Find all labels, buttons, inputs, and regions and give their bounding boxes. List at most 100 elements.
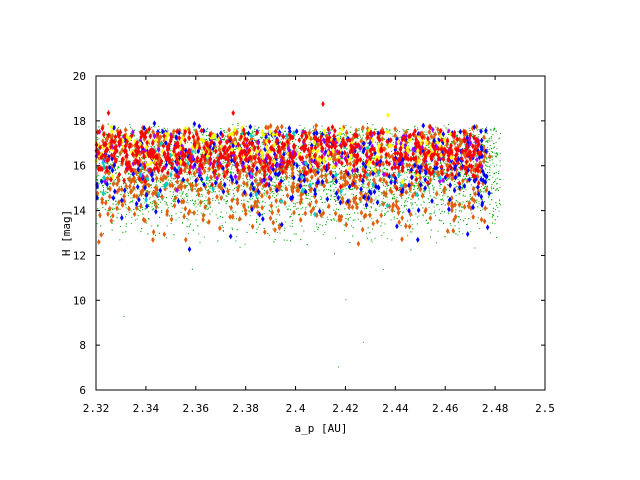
data-dot <box>144 208 146 210</box>
data-dot <box>309 198 311 200</box>
data-dot <box>337 134 339 136</box>
data-dot <box>307 189 309 191</box>
data-dot <box>491 159 493 161</box>
data-dot <box>236 229 238 231</box>
data-dot <box>421 155 423 157</box>
data-dot <box>199 242 201 244</box>
data-dot <box>464 178 466 180</box>
data-dot <box>284 150 286 152</box>
data-dot <box>332 178 334 180</box>
data-dot <box>390 187 392 188</box>
data-dot <box>209 213 211 215</box>
data-dot <box>498 170 500 172</box>
data-dot <box>491 151 493 152</box>
data-dot <box>345 165 347 166</box>
data-dot <box>129 149 130 151</box>
data-dot <box>249 215 251 217</box>
data-dot <box>226 212 228 214</box>
data-dot <box>208 180 210 182</box>
data-dot <box>392 153 394 154</box>
data-dot <box>407 129 409 130</box>
data-dot <box>157 185 159 187</box>
data-dot <box>340 141 342 143</box>
data-dot <box>107 191 109 193</box>
data-dot <box>354 212 356 214</box>
data-dot <box>406 198 408 200</box>
data-dot <box>162 184 164 186</box>
data-dot <box>305 194 307 196</box>
data-dot <box>260 169 262 171</box>
data-dot <box>236 236 238 238</box>
data-dot <box>324 173 326 175</box>
data-dot <box>161 155 163 157</box>
data-dot <box>287 136 289 138</box>
data-dot <box>491 148 492 150</box>
data-dot <box>155 234 156 236</box>
data-dot <box>255 197 257 199</box>
data-dot <box>268 204 270 206</box>
data-dot <box>429 183 431 185</box>
data-dot <box>469 130 471 131</box>
data-dot <box>366 179 368 181</box>
data-dot <box>321 202 323 203</box>
data-dot <box>487 174 489 176</box>
data-dot <box>140 210 141 212</box>
data-dot <box>154 204 155 206</box>
data-dot <box>413 175 415 177</box>
data-dot <box>163 196 165 198</box>
data-dot <box>251 198 253 199</box>
data-dot <box>164 161 166 163</box>
data-dot <box>462 233 464 235</box>
data-dot <box>234 162 236 164</box>
data-dot <box>361 152 363 154</box>
data-dot <box>416 182 418 184</box>
data-dot <box>287 172 289 174</box>
data-dot <box>461 170 463 172</box>
data-dot <box>371 217 373 219</box>
data-dot <box>118 160 120 162</box>
data-dot <box>241 199 242 201</box>
data-dot <box>300 191 302 193</box>
data-dot <box>359 135 361 137</box>
data-dot <box>495 141 497 143</box>
data-dot <box>404 206 405 208</box>
data-dot <box>145 191 147 193</box>
data-dot <box>97 198 99 200</box>
data-dot <box>229 184 230 186</box>
data-dot <box>141 169 143 170</box>
data-dot <box>191 172 192 174</box>
data-dot <box>273 188 275 190</box>
data-dot <box>241 210 243 212</box>
data-dot <box>216 147 217 149</box>
data-dot <box>106 187 108 189</box>
data-dot <box>246 200 248 202</box>
data-dot <box>335 171 337 172</box>
data-dot <box>351 189 353 191</box>
data-dot <box>355 174 357 175</box>
data-dot <box>463 179 465 181</box>
data-dot <box>440 178 442 180</box>
data-dot <box>370 179 371 181</box>
data-dot <box>112 209 114 211</box>
data-dot <box>290 215 292 217</box>
data-dot <box>334 181 335 182</box>
data-dot <box>145 128 147 129</box>
data-dot <box>414 172 415 173</box>
data-dot <box>489 140 491 142</box>
data-dot <box>144 160 146 162</box>
data-dot <box>187 141 189 143</box>
data-dot <box>211 210 213 212</box>
data-dot <box>368 166 370 168</box>
data-dot <box>437 230 439 232</box>
data-dot <box>289 216 291 218</box>
data-dot <box>278 156 280 158</box>
data-dot <box>129 135 130 137</box>
data-dot <box>161 140 162 142</box>
data-dot <box>327 174 329 176</box>
data-dot <box>485 161 487 163</box>
data-dot <box>97 172 99 174</box>
data-dot <box>412 207 414 209</box>
data-dot <box>386 156 388 158</box>
data-dot <box>472 186 474 188</box>
